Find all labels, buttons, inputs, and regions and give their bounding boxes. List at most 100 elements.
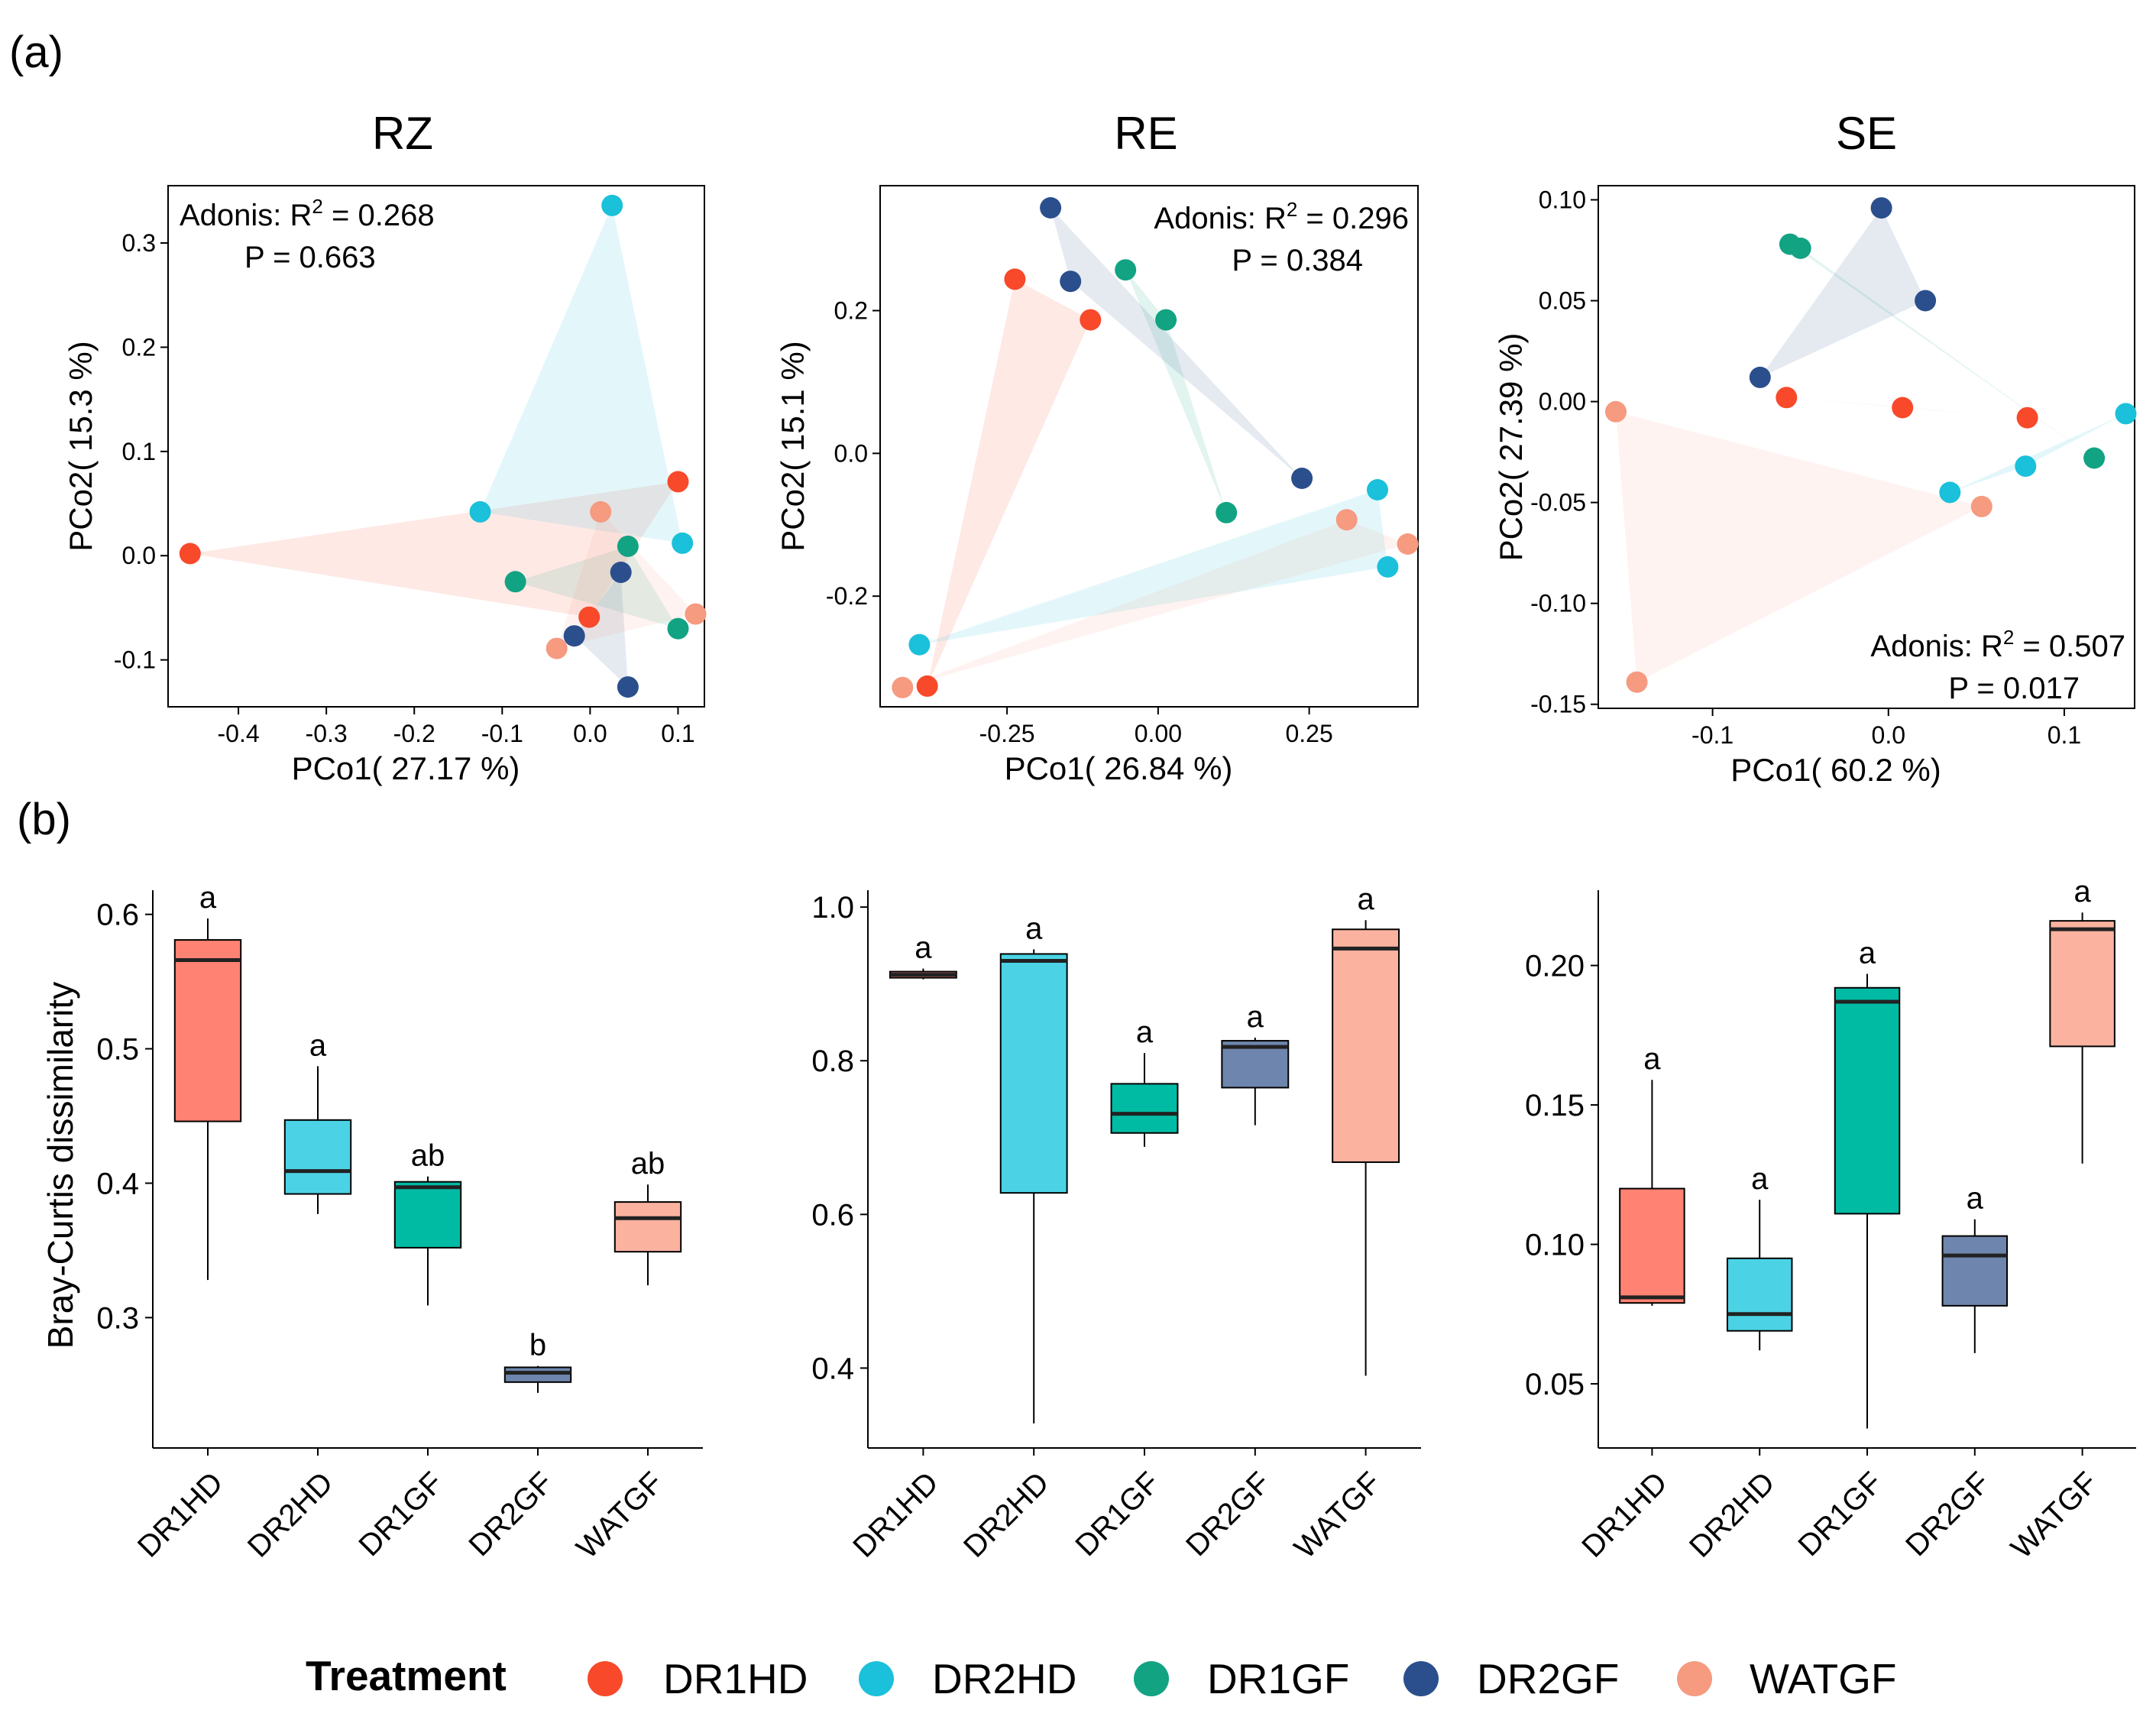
chart-title-re: RE [1114, 108, 1177, 159]
adonis-stat: Adonis: R2 = 0.507 [1870, 626, 2125, 663]
chart-box-RE: 0.4 0.6 0.8 1.0 a DR1HD a DR2HD a DR1GF a DR2GF a WAT… [811, 883, 1421, 1565]
adonis-label: Adonis: R [180, 199, 312, 232]
box-dr1hd: a [173, 881, 242, 1281]
box-body-dr2hd [999, 953, 1068, 1194]
y-tick-label: -0.05 [1530, 489, 1586, 517]
adonis-exponent: 2 [312, 195, 322, 218]
significance-letter-dr1hd: a [199, 881, 217, 915]
box-watgf: a [2049, 875, 2116, 1164]
x-tick-label: 0.0 [1872, 721, 1905, 749]
box-dr1hd: a [889, 931, 957, 980]
point-dr2hd [908, 633, 931, 656]
y-tick-label: -0.10 [1530, 590, 1586, 617]
point-dr1hd [667, 471, 689, 493]
y-tick-label: 0.5 [96, 1033, 139, 1067]
x-tick-label: -0.2 [393, 720, 435, 747]
point-dr1gf [1216, 501, 1238, 523]
hull-dr2hd [919, 490, 1388, 645]
x-tick-label: 0.1 [2048, 721, 2081, 749]
box-dr1gf: ab [393, 1139, 462, 1306]
point-dr2hd [2115, 403, 2137, 425]
x-tick-label: DR2GF [462, 1466, 559, 1563]
significance-letter-watgf: ab [631, 1147, 665, 1181]
y-tick-label: 0.10 [1525, 1229, 1585, 1262]
legend-label-dr1hd: DR1HD [663, 1655, 808, 1702]
y-tick-label: 1.0 [811, 891, 854, 925]
point-dr1hd [1004, 268, 1026, 290]
significance-letter-dr1hd: a [915, 931, 932, 965]
point-dr1gf [667, 617, 689, 640]
x-axis-title: PCo1( 26.84 %) [1005, 750, 1233, 786]
box-body-dr1hd [173, 939, 242, 1122]
chart-title-rz: RZ [372, 108, 433, 159]
legend: Treatment DR1HD DR2HD DR1GF DR2GF WATGF [306, 1652, 1896, 1702]
y-tick-label: 0.10 [1539, 186, 1586, 213]
legend-item-watgf: WATGF [1677, 1655, 1896, 1702]
significance-letter-dr2gf: a [1247, 1000, 1264, 1034]
box-body-watgf [613, 1201, 682, 1253]
adonis-value: = 0.296 [1297, 202, 1409, 235]
x-tick-label: -0.25 [979, 720, 1035, 747]
hull-dr1gf [515, 546, 678, 629]
point-dr2gf [1749, 366, 1771, 388]
point-dr2hd [1367, 479, 1388, 500]
point-dr2gf [1915, 290, 1937, 312]
hull-dr1gf [1789, 244, 2095, 458]
point-watgf [1626, 671, 1648, 693]
y-tick-label: 0.00 [1539, 388, 1586, 416]
hull-dr2hd [1950, 413, 2126, 493]
adonis-stat: Adonis: R2 = 0.268 [180, 195, 435, 232]
box-dr2hd: a [283, 1028, 352, 1214]
point-dr2hd [2015, 455, 2037, 478]
point-dr2gf [1870, 197, 1892, 219]
x-tick-label: DR1HD [847, 1466, 945, 1564]
x-tick-label: WATGF [570, 1466, 669, 1565]
adonis-value: = 0.268 [323, 199, 435, 232]
point-dr2gf [1040, 197, 1062, 219]
point-watgf [545, 637, 568, 659]
chart-title-se: SE [1836, 108, 1897, 159]
x-tick-label: 0.25 [1285, 720, 1332, 747]
hull-dr1hd [189, 481, 678, 617]
point-watgf [892, 676, 914, 698]
box-body-dr1gf [1110, 1083, 1179, 1134]
adonis-value: = 0.507 [2014, 630, 2125, 663]
point-dr1gf [1155, 309, 1177, 331]
significance-letter-watgf: a [2073, 875, 2091, 909]
y-tick-label: 0.3 [122, 229, 156, 257]
x-tick-label: DR2HD [1683, 1466, 1782, 1564]
adonis-p-value: P = 0.384 [1232, 244, 1363, 277]
point-dr1hd [1892, 397, 1914, 419]
legend-label-dr2hd: DR2HD [932, 1655, 1076, 1702]
point-dr2gf [1291, 468, 1313, 489]
y-tick-label: 0.3 [96, 1301, 139, 1335]
point-watgf [1397, 533, 1419, 555]
point-watgf [590, 500, 612, 523]
significance-letter-dr1gf: ab [411, 1139, 445, 1173]
legend-key-dr2hd [859, 1661, 894, 1696]
significance-letter-dr2gf: b [529, 1329, 546, 1362]
legend-title: Treatment [306, 1652, 507, 1699]
significance-letter-dr1gf: a [1859, 937, 1876, 970]
significance-letter-watgf: a [1357, 883, 1374, 916]
y-tick-label: -0.2 [826, 582, 868, 610]
significance-letter-dr2hd: a [309, 1028, 327, 1062]
point-dr1hd [1080, 309, 1102, 331]
x-tick-label: DR1HD [131, 1466, 230, 1564]
adonis-stat: Adonis: R2 = 0.296 [1154, 198, 1409, 235]
legend-key-dr1gf [1134, 1661, 1169, 1696]
legend-item-dr2hd: DR2HD [859, 1655, 1076, 1702]
chart-pcoa-RE: RE -0.25 0.00 0.25 -0.2 0.0 0.2 PCo1( 26.84 %) P… [775, 108, 1419, 786]
significance-letter-dr2hd: a [1025, 912, 1043, 945]
box-body-dr2gf [1941, 1235, 2009, 1307]
panel-label-b: (b) [17, 795, 71, 844]
point-dr1gf [2083, 447, 2106, 469]
point-watgf [1605, 400, 1627, 423]
x-tick-label: -0.3 [306, 720, 348, 747]
legend-label-watgf: WATGF [1750, 1655, 1896, 1702]
point-dr1gf [617, 535, 639, 557]
point-watgf [1335, 509, 1358, 531]
box-dr1hd: a [1619, 1042, 1685, 1306]
y-tick-label: -0.1 [114, 646, 156, 674]
